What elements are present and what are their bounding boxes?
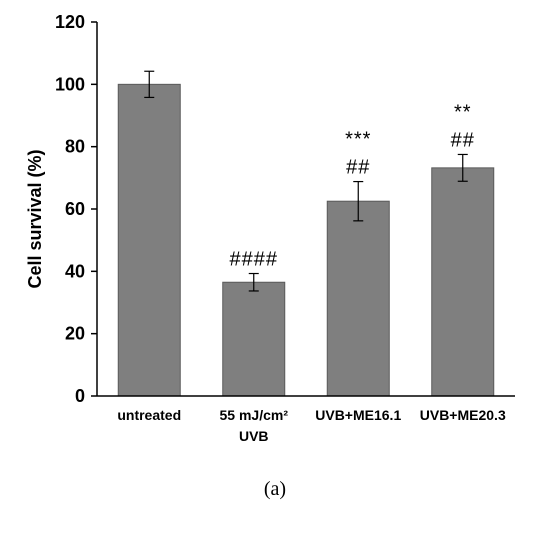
significance-label: *** (345, 129, 371, 151)
x-category-label: UVB+ME16.1 (315, 407, 401, 423)
x-category-label: UVB+ME20.3 (420, 407, 506, 423)
bar (431, 167, 495, 397)
y-axis-title: Cell survival (%) (25, 149, 45, 288)
x-category-label: 55 mJ/cm² (220, 407, 289, 423)
y-tick-label: 80 (65, 137, 85, 157)
x-category-label: untreated (117, 407, 181, 423)
x-category-label: UVB (239, 428, 269, 444)
bar (326, 200, 390, 397)
y-tick-label: 20 (65, 324, 85, 344)
y-tick-label: 120 (55, 12, 85, 32)
y-tick-label: 100 (55, 74, 85, 94)
bar (222, 281, 286, 397)
bar (117, 83, 181, 397)
significance-label: #### (230, 249, 279, 271)
y-tick-label: 40 (65, 261, 85, 281)
panel-label: (a) (263, 478, 287, 500)
significance-label: ## (451, 129, 475, 151)
significance-label: ** (454, 101, 472, 123)
y-tick-label: 60 (65, 199, 85, 219)
significance-label: ## (346, 157, 370, 179)
y-tick-label: 0 (75, 386, 85, 406)
